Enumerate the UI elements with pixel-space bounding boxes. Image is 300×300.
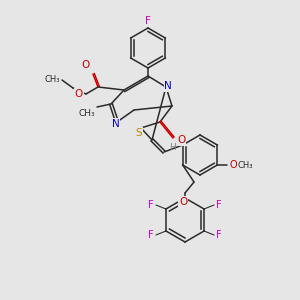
Text: N: N bbox=[164, 81, 172, 91]
Text: O: O bbox=[229, 160, 237, 170]
Text: S: S bbox=[136, 128, 142, 138]
Text: F: F bbox=[148, 200, 154, 210]
Text: F: F bbox=[216, 230, 222, 240]
Text: O: O bbox=[179, 197, 187, 207]
Text: F: F bbox=[145, 16, 151, 26]
Text: H: H bbox=[169, 143, 176, 152]
Text: CH₃: CH₃ bbox=[237, 160, 253, 169]
Text: O: O bbox=[82, 60, 90, 70]
Text: F: F bbox=[216, 200, 222, 210]
Text: CH₃: CH₃ bbox=[44, 76, 60, 85]
Text: N: N bbox=[112, 119, 120, 129]
Text: O: O bbox=[177, 135, 185, 145]
Text: O: O bbox=[75, 89, 83, 99]
Text: F: F bbox=[148, 230, 154, 240]
Text: CH₃: CH₃ bbox=[78, 109, 95, 118]
